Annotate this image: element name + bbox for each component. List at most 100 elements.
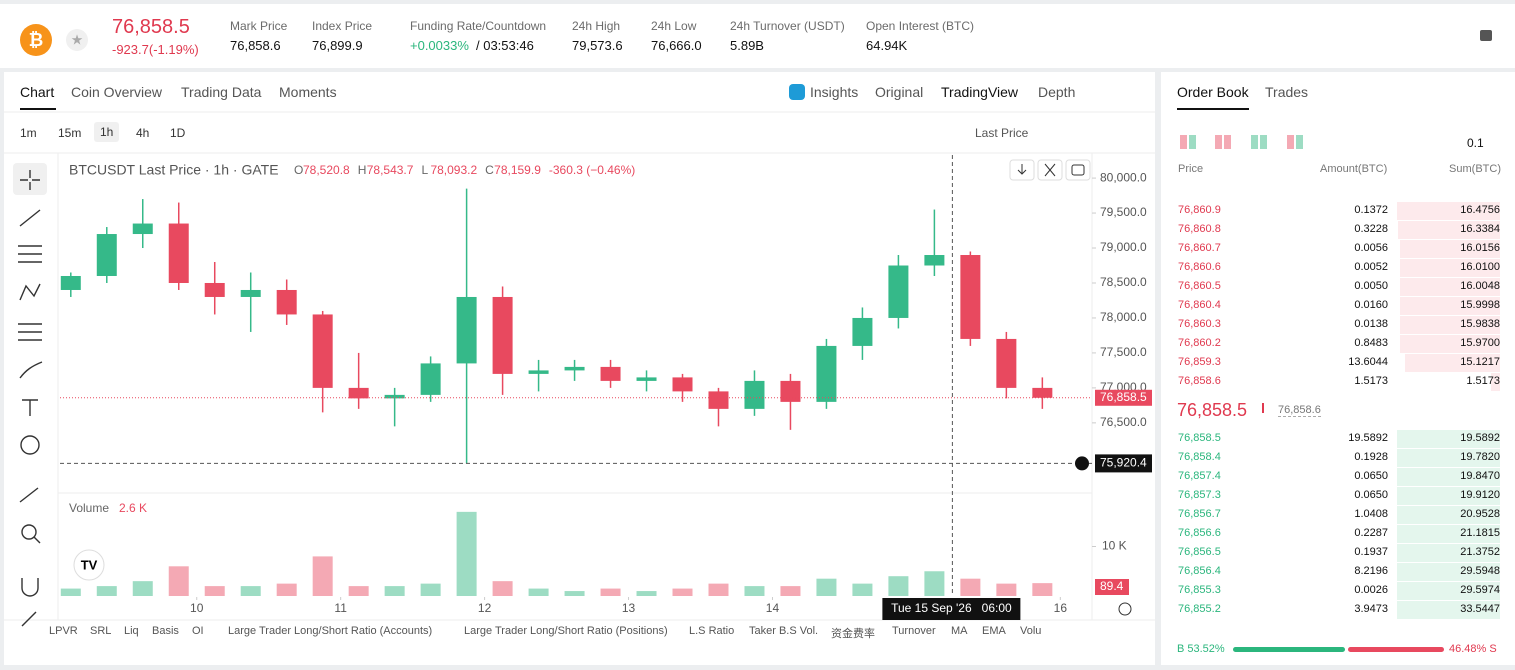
depth-bar bbox=[1405, 354, 1500, 372]
indicator[interactable]: Large Trader Long/Short Ratio (Positions… bbox=[464, 625, 668, 637]
ob-price[interactable]: 76,860.7 bbox=[1178, 242, 1221, 254]
indicator[interactable]: Large Trader Long/Short Ratio (Accounts) bbox=[228, 625, 433, 637]
tab[interactable]: Moments bbox=[279, 84, 337, 100]
mid-arrow bbox=[1262, 403, 1264, 413]
chart-title: BTCUSDT Last Price · 1h · GATE bbox=[69, 162, 279, 178]
tv-logo[interactable] bbox=[73, 549, 105, 581]
ob-tab[interactable]: Order Book bbox=[1177, 84, 1249, 100]
left-tools[interactable] bbox=[13, 163, 47, 627]
ob-sum: 15.9700 bbox=[1460, 337, 1500, 349]
change: -923.7(-1.19%) bbox=[112, 42, 199, 57]
tab-underline bbox=[20, 108, 56, 110]
candle-body bbox=[744, 380, 765, 409]
indicator[interactable]: LPVR bbox=[49, 625, 78, 637]
volume-tick-label: 10 K bbox=[1102, 539, 1127, 553]
ob-amount: 0.1372 bbox=[1354, 204, 1388, 216]
indicator[interactable]: EMA bbox=[982, 625, 1006, 637]
ob-price[interactable]: 76,855.3 bbox=[1178, 584, 1221, 596]
crosshair-price-label: 75,920.4 bbox=[1100, 456, 1147, 470]
depth-bar bbox=[1490, 373, 1500, 391]
candle-body bbox=[996, 338, 1017, 388]
icon[interactable] bbox=[1478, 28, 1494, 44]
chart-buttons[interactable] bbox=[1009, 159, 1091, 181]
candle-body bbox=[312, 314, 333, 388]
interval[interactable]: 4h bbox=[136, 126, 150, 140]
ob-sum: 19.7820 bbox=[1460, 451, 1500, 463]
view[interactable]: Insights bbox=[810, 84, 859, 100]
ob-price[interactable]: 76,858.6 bbox=[1178, 375, 1221, 387]
ob-price[interactable]: 76,857.4 bbox=[1178, 470, 1221, 482]
depth-bar bbox=[1397, 468, 1500, 486]
tv-logo-text: TV bbox=[81, 557, 98, 572]
tab[interactable]: Chart bbox=[20, 84, 55, 100]
ob-price[interactable]: 76,858.4 bbox=[1178, 451, 1221, 463]
ob-price[interactable]: 76,860.3 bbox=[1178, 318, 1221, 330]
view[interactable]: Depth bbox=[1038, 84, 1076, 100]
volume-bar bbox=[636, 591, 657, 596]
ob-amount: 0.3228 bbox=[1354, 223, 1388, 235]
ob-price[interactable]: 76,856.7 bbox=[1178, 508, 1221, 520]
ob-price[interactable]: 76,858.5 bbox=[1178, 432, 1221, 444]
settings-icon[interactable] bbox=[1118, 602, 1132, 616]
indicator[interactable]: SRL bbox=[90, 625, 112, 637]
y-tick-label: 76,500.0 bbox=[1100, 415, 1147, 429]
ob-price[interactable]: 76,860.2 bbox=[1178, 337, 1221, 349]
ob-sum: 19.9120 bbox=[1460, 489, 1500, 501]
indicator[interactable]: Liq bbox=[124, 625, 139, 637]
ob-mode[interactable] bbox=[1180, 135, 1196, 149]
view[interactable]: Original bbox=[875, 84, 924, 100]
candle-body bbox=[132, 223, 153, 235]
depth-bar bbox=[1400, 335, 1500, 353]
indicator[interactable]: L.S Ratio bbox=[689, 625, 735, 637]
volume-bar bbox=[60, 588, 81, 596]
interval[interactable]: 1D bbox=[170, 126, 186, 140]
indicator[interactable]: Turnover bbox=[892, 625, 936, 637]
volume-bar bbox=[168, 566, 189, 596]
volume-bar bbox=[1032, 583, 1053, 596]
ob-mode[interactable] bbox=[1251, 135, 1267, 149]
stat-label: Open Interest (BTC) bbox=[866, 19, 975, 33]
indicator[interactable]: Volu bbox=[1020, 625, 1042, 637]
tab[interactable]: Trading Data bbox=[181, 84, 262, 100]
ob-sum: 19.8470 bbox=[1460, 470, 1500, 482]
header: ₿ ★ 76,858.5 -923.7(-1.19%) bbox=[0, 4, 1515, 68]
indicator[interactable]: MA bbox=[951, 625, 968, 637]
ob-price[interactable]: 76,860.6 bbox=[1178, 261, 1221, 273]
price-type[interactable]: Last Price bbox=[975, 126, 1029, 140]
ob-price[interactable]: 76,857.3 bbox=[1178, 489, 1221, 501]
interval[interactable]: 1h bbox=[94, 122, 120, 142]
ob-price[interactable]: 76,856.4 bbox=[1178, 565, 1221, 577]
stat-value: 64.94K bbox=[866, 38, 908, 53]
ob-amount: 0.0138 bbox=[1354, 318, 1388, 330]
ob-tab[interactable]: Trades bbox=[1265, 84, 1309, 100]
tab[interactable]: Coin Overview bbox=[71, 84, 163, 100]
ob-precision[interactable]: 0.1 bbox=[1467, 136, 1484, 150]
indicator[interactable]: Basis bbox=[152, 625, 179, 637]
interval[interactable]: 1m bbox=[20, 126, 37, 140]
candle-body bbox=[96, 234, 117, 276]
stat-value: +0.0033% bbox=[410, 38, 469, 53]
interval[interactable]: 15m bbox=[58, 126, 82, 140]
indicator[interactable]: OI bbox=[192, 625, 204, 637]
ob-mode[interactable] bbox=[1287, 135, 1303, 149]
ob-price[interactable]: 76,860.9 bbox=[1178, 204, 1221, 216]
volume-bar bbox=[96, 586, 117, 596]
insights-icon[interactable] bbox=[789, 84, 805, 100]
volume-title: Volume bbox=[69, 501, 109, 515]
candle-body bbox=[384, 394, 405, 399]
ob-price[interactable]: 76,860.5 bbox=[1178, 280, 1221, 292]
view[interactable]: TradingView bbox=[941, 84, 1019, 100]
indicator[interactable]: 资金费率 bbox=[831, 628, 875, 640]
volume-bar bbox=[312, 556, 333, 596]
x-tick-label: 11 bbox=[334, 601, 347, 615]
ob-mode[interactable] bbox=[1215, 135, 1231, 149]
ob-price[interactable]: 76,856.5 bbox=[1178, 546, 1221, 558]
stat-value: 76,858.6 bbox=[230, 38, 281, 53]
ob-price[interactable]: 76,859.3 bbox=[1178, 356, 1221, 368]
volume-bar bbox=[564, 591, 585, 596]
indicator[interactable]: Taker B.S Vol. bbox=[749, 625, 819, 637]
ob-price[interactable]: 76,860.8 bbox=[1178, 223, 1221, 235]
ob-price[interactable]: 76,855.2 bbox=[1178, 603, 1221, 615]
ob-price[interactable]: 76,856.6 bbox=[1178, 527, 1221, 539]
ob-price[interactable]: 76,860.4 bbox=[1178, 299, 1221, 311]
